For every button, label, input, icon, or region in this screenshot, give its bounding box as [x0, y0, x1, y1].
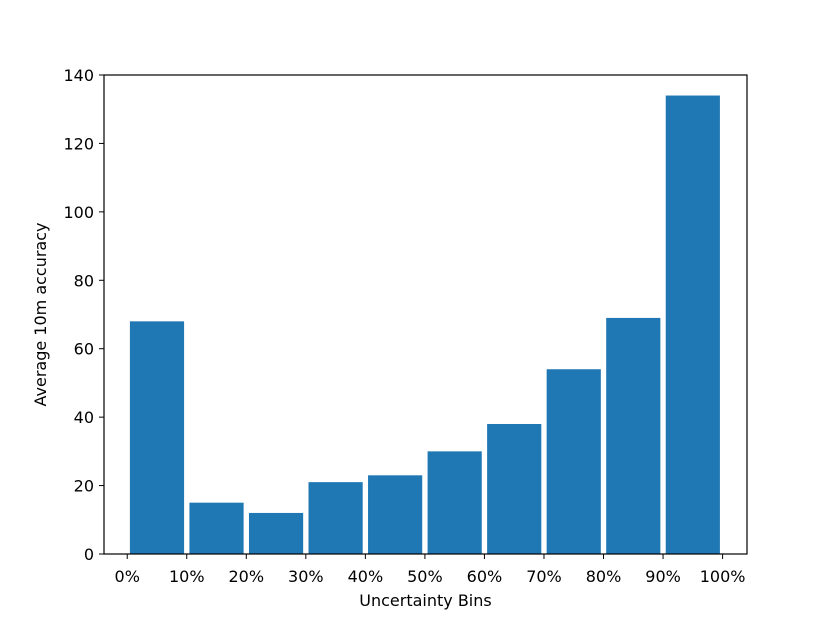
plot-frame: [103, 74, 748, 555]
x-tick-label: 40%: [348, 567, 384, 586]
y-tick-label: 20: [74, 477, 94, 496]
y-tick-label: 120: [63, 134, 94, 153]
bar-10%-20%: [189, 502, 244, 554]
bar-20%-30%: [248, 512, 304, 554]
x-tick-label: 90%: [645, 567, 681, 586]
y-tick-label: 80: [74, 271, 94, 290]
x-tick-label: 80%: [586, 567, 622, 586]
y-tick-label: 40: [74, 408, 94, 427]
x-axis-ticks: 0% 10% 20% 30% 40% 50% 60% 70% 80% 90% 100%: [115, 554, 746, 586]
bar-60%-70%: [487, 423, 542, 554]
y-tick-label: 60: [74, 340, 94, 359]
y-tick-label: 100: [63, 203, 94, 222]
bar-80%-90%: [606, 317, 661, 554]
x-tick-label: 60%: [467, 567, 503, 586]
bar-0%-10%: [129, 321, 185, 554]
x-tick-label: 70%: [526, 567, 562, 586]
x-tick-label: 20%: [229, 567, 265, 586]
bar-30%-40%: [308, 482, 363, 554]
y-axis-ticks: 0 20 40 60 80 100 120 140: [63, 66, 104, 564]
x-axis-label: Uncertainty Bins: [359, 591, 491, 610]
bar-90%-100%: [665, 95, 720, 555]
bar-40%-50%: [368, 475, 423, 554]
x-tick-label: 100%: [700, 567, 746, 586]
y-axis-label: Average 10m accuracy: [31, 222, 50, 406]
x-tick-label: 50%: [407, 567, 443, 586]
bars-group: [129, 95, 720, 555]
bar-70%-80%: [546, 369, 601, 554]
y-tick-label: 0: [84, 545, 94, 564]
x-tick-label: 10%: [169, 567, 205, 586]
y-tick-label: 140: [63, 66, 94, 85]
bar-50%-60%: [427, 451, 482, 554]
x-tick-label: 0%: [115, 567, 140, 586]
x-tick-label: 30%: [288, 567, 324, 586]
